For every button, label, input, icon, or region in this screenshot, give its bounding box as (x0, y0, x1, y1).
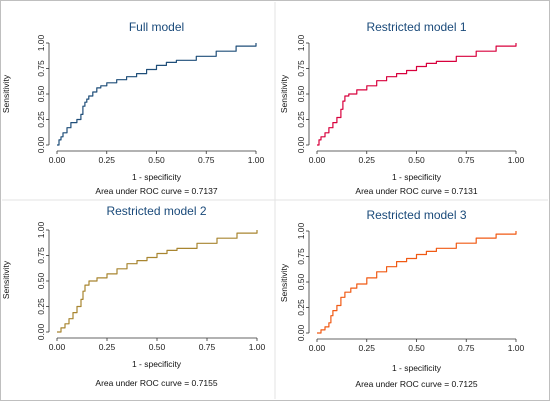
x-tick-label: 1.00 (508, 343, 525, 353)
y-tick-label: 0.75 (36, 60, 46, 77)
y-axis-label: Sensitivity (279, 74, 289, 113)
y-tick-label: 1.00 (296, 222, 306, 239)
roc-curve (57, 230, 258, 333)
x-tick-label: 1.00 (248, 155, 265, 165)
auc-annotation: Area under ROC curve = 0.7155 (95, 378, 217, 388)
plot-area: 0.00 0.25 0.50 0.75 1.00 0.00 0.25 0.50 0.75 1.00 (36, 221, 266, 352)
plot-area: 0.00 0.25 0.50 0.75 1.00 0.00 0.25 0.50 0.75 1.00 (296, 222, 525, 353)
y-tick-label: 1.00 (36, 34, 46, 51)
auc-annotation: Area under ROC curve = 0.7131 (355, 186, 477, 196)
panel-title: Full model (129, 20, 184, 34)
x-tick-label: 0.25 (358, 343, 375, 353)
y-tick-label: 0.00 (296, 136, 306, 153)
x-tick-label: 0.50 (408, 155, 425, 165)
y-tick-label: 0.50 (296, 273, 306, 290)
panel-title: Restricted model 2 (106, 204, 206, 218)
y-tick-label: 0.50 (296, 85, 306, 102)
y-tick-label: 0.75 (296, 248, 306, 265)
y-tick-label: 0.25 (296, 111, 306, 128)
roc-curve (317, 231, 517, 334)
y-axis-label: Sensitivity (1, 74, 11, 113)
y-tick-label: 0.00 (296, 324, 306, 341)
x-tick-label: 0.50 (408, 343, 425, 353)
x-tick-label: 0.75 (458, 343, 475, 353)
axes: 0.00 0.25 0.50 0.75 1.00 0.00 0.25 0.50 0.75 1.00 (296, 34, 525, 165)
panel-title: Restricted model 3 (366, 208, 466, 222)
x-axis-label: 1 - specificity (132, 172, 182, 182)
x-tick-label: 0.00 (49, 342, 66, 352)
x-axis-label: 1 - specificity (392, 363, 442, 373)
y-tick-label: 0.50 (36, 272, 46, 289)
x-tick-label: 0.25 (358, 155, 375, 165)
axes: 0.00 0.25 0.50 0.75 1.00 0.00 0.25 0.50 0.75 1.00 (36, 34, 265, 165)
y-tick-label: 0.25 (296, 299, 306, 316)
x-tick-label: 0.50 (148, 155, 165, 165)
x-tick-label: 0.25 (99, 342, 116, 352)
x-tick-label: 0.75 (198, 155, 215, 165)
axes: 0.00 0.25 0.50 0.75 1.00 0.00 0.25 0.50 0.75 1.00 (296, 222, 525, 353)
y-tick-label: 1.00 (296, 34, 306, 51)
x-tick-label: 1.00 (249, 342, 266, 352)
auc-annotation: Area under ROC curve = 0.7137 (95, 186, 217, 196)
y-tick-label: 0.25 (36, 111, 46, 128)
panel-title: Restricted model 1 (366, 20, 466, 34)
panel-full-model: Full model Sensitivity 1 - specificity A… (1, 20, 265, 196)
auc-annotation: Area under ROC curve = 0.7125 (355, 379, 477, 389)
panel-restricted-model-3: Restricted model 3 Sensitivity 1 - speci… (279, 208, 525, 389)
x-tick-label: 1.00 (508, 155, 525, 165)
roc-curve (57, 43, 257, 146)
y-tick-label: 0.00 (36, 323, 46, 340)
y-tick-label: 1.00 (36, 221, 46, 238)
x-tick-label: 0.75 (199, 342, 216, 352)
x-tick-label: 0.00 (309, 343, 326, 353)
y-tick-label: 0.00 (36, 136, 46, 153)
x-tick-label: 0.00 (49, 155, 66, 165)
y-tick-label: 0.50 (36, 85, 46, 102)
y-axis-label: Sensitivity (1, 260, 11, 299)
y-axis-label: Sensitivity (279, 263, 289, 302)
x-tick-label: 0.50 (149, 342, 166, 352)
panel-restricted-model-1: Restricted model 1 Sensitivity 1 - speci… (279, 20, 525, 196)
x-axis-label: 1 - specificity (392, 172, 442, 182)
axes: 0.00 0.25 0.50 0.75 1.00 0.00 0.25 0.50 0.75 1.00 (36, 221, 266, 352)
panel-restricted-model-2: Restricted model 2 Sensitivity 1 - speci… (1, 204, 266, 388)
y-tick-label: 0.75 (296, 60, 306, 77)
x-tick-label: 0.75 (458, 155, 475, 165)
x-axis-label: 1 - specificity (132, 359, 182, 369)
y-tick-label: 0.75 (36, 247, 46, 264)
x-tick-label: 0.00 (309, 155, 326, 165)
x-tick-label: 0.25 (98, 155, 115, 165)
y-tick-label: 0.25 (36, 298, 46, 315)
roc-curve (317, 43, 517, 146)
plot-area: 0.00 0.25 0.50 0.75 1.00 0.00 0.25 0.50 0.75 1.00 (36, 34, 265, 165)
plot-area: 0.00 0.25 0.50 0.75 1.00 0.00 0.25 0.50 0.75 1.00 (296, 34, 525, 165)
